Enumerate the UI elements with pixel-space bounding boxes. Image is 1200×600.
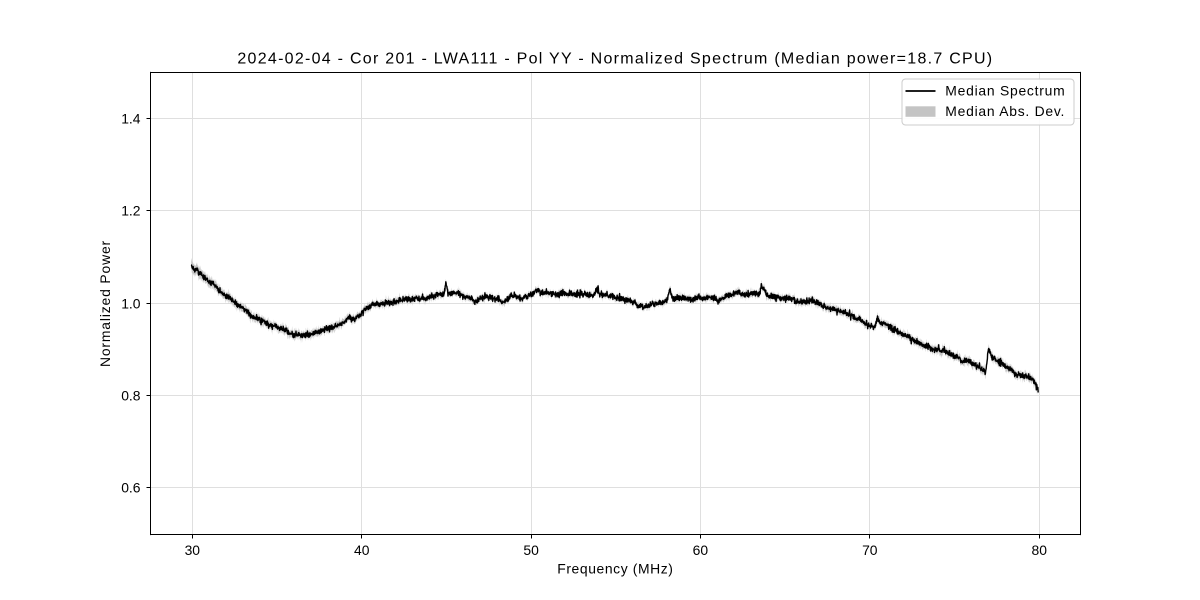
svg-text:40: 40 <box>354 542 370 558</box>
svg-text:Median Spectrum: Median Spectrum <box>945 83 1065 99</box>
svg-text:70: 70 <box>862 542 878 558</box>
svg-text:0.8: 0.8 <box>121 388 141 404</box>
svg-text:Normalized Power: Normalized Power <box>97 240 113 367</box>
svg-text:80: 80 <box>1031 542 1047 558</box>
svg-text:1.0: 1.0 <box>121 296 141 312</box>
svg-text:1.2: 1.2 <box>121 203 141 219</box>
svg-text:30: 30 <box>185 542 201 558</box>
svg-text:0.6: 0.6 <box>121 480 141 496</box>
svg-text:1.4: 1.4 <box>121 111 141 127</box>
svg-text:50: 50 <box>523 542 539 558</box>
svg-text:Median Abs. Dev.: Median Abs. Dev. <box>945 103 1065 119</box>
svg-text:Frequency (MHz): Frequency (MHz) <box>557 560 673 576</box>
svg-text:2024-02-04 - Cor 201 - LWA111: 2024-02-04 - Cor 201 - LWA111 - Pol YY -… <box>237 51 993 68</box>
svg-text:60: 60 <box>693 542 709 558</box>
